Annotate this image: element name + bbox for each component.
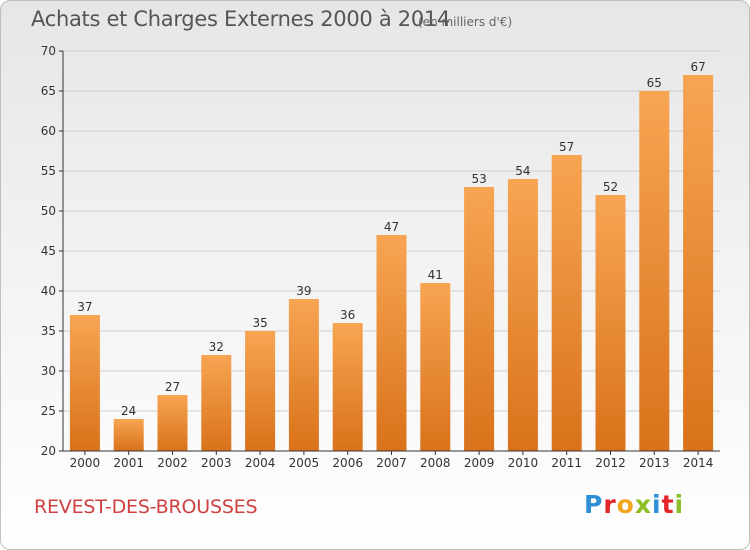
x-tick-label-2008: 2008 (420, 456, 451, 470)
bar-2011 (551, 155, 582, 451)
data-label-2007: 47 (384, 220, 399, 234)
y-tick-label: 40 (41, 284, 56, 298)
x-tick-label-2014: 2014 (683, 456, 714, 470)
data-label-2006: 36 (340, 308, 355, 322)
x-tick-label-2004: 2004 (245, 456, 276, 470)
data-label-2005: 39 (296, 284, 311, 298)
x-tick-label-2007: 2007 (376, 456, 407, 470)
data-labels: 37 24 27 32 35 39 36 47 41 53 54 57 52 65 67 (77, 60, 705, 418)
y-tick-label: 25 (41, 404, 56, 418)
data-label-2013: 65 (647, 76, 662, 90)
data-label-2004: 35 (252, 316, 267, 330)
y-tick-label: 65 (41, 84, 56, 98)
x-tick-label-2013: 2013 (639, 456, 670, 470)
y-tick-label: 35 (41, 324, 56, 338)
data-label-2012: 52 (603, 180, 618, 194)
y-tick-label: 45 (41, 244, 56, 258)
logo-letter: i (652, 490, 662, 519)
proxiti-logo: Proxiti (584, 490, 684, 519)
x-tick-label-2000: 2000 (70, 456, 101, 470)
x-tick-label-2005: 2005 (289, 456, 320, 470)
x-tick-label-2003: 2003 (201, 456, 232, 470)
x-tick-label-2012: 2012 (595, 456, 626, 470)
bar-2006 (332, 323, 363, 451)
y-tick-label: 70 (41, 44, 56, 58)
x-tick-label-2011: 2011 (551, 456, 582, 470)
logo-letter: r (603, 490, 617, 519)
bar-2000 (69, 315, 100, 451)
data-label-2011: 57 (559, 140, 574, 154)
bar-2004 (245, 331, 276, 451)
x-tick-label-2001: 2001 (113, 456, 144, 470)
logo-letter: i (674, 490, 685, 519)
x-tick-label-2009: 2009 (464, 456, 495, 470)
bars (69, 75, 714, 451)
logo-letter: o (616, 490, 635, 519)
x-tick-label-2002: 2002 (157, 456, 188, 470)
data-label-2010: 54 (515, 164, 530, 178)
y-tick-label: 50 (41, 204, 56, 218)
data-label-2000: 37 (77, 300, 92, 314)
bar-2005 (288, 299, 319, 451)
bar-2007 (376, 235, 407, 451)
bar-2009 (464, 187, 495, 451)
data-label-2001: 24 (121, 404, 136, 418)
logo-letter: t (661, 490, 675, 519)
data-label-2002: 27 (165, 380, 180, 394)
bar-2010 (507, 179, 538, 451)
axes: 20 25 30 35 40 45 50 55 60 65 70 2000 2001 2002 2003 20… (41, 44, 720, 470)
x-tick-label-2006: 2006 (332, 456, 363, 470)
bar-2003 (201, 355, 232, 451)
data-label-2003: 32 (209, 340, 224, 354)
data-label-2014: 67 (690, 60, 705, 74)
y-tick-label: 55 (41, 164, 56, 178)
data-label-2008: 41 (428, 268, 443, 282)
commune-name: REVEST-DES-BROUSSES (34, 496, 258, 518)
x-tick-label-2010: 2010 (508, 456, 539, 470)
y-tick-label: 20 (41, 444, 56, 458)
bar-2008 (420, 283, 451, 451)
logo-letter: x (634, 490, 652, 519)
y-tick-label: 30 (41, 364, 56, 378)
bar-2013 (639, 91, 670, 451)
chart-subtitle: (en milliers d'€) (418, 15, 513, 29)
logo-letter: P (584, 490, 604, 519)
bar-2002 (157, 395, 188, 451)
bar-2014 (683, 75, 714, 451)
data-label-2009: 53 (471, 172, 486, 186)
y-tick-label: 60 (41, 124, 56, 138)
bar-2001 (113, 419, 144, 451)
bar-2012 (595, 195, 626, 451)
chart-title: Achats et Charges Externes 2000 à 2014 (31, 7, 451, 31)
